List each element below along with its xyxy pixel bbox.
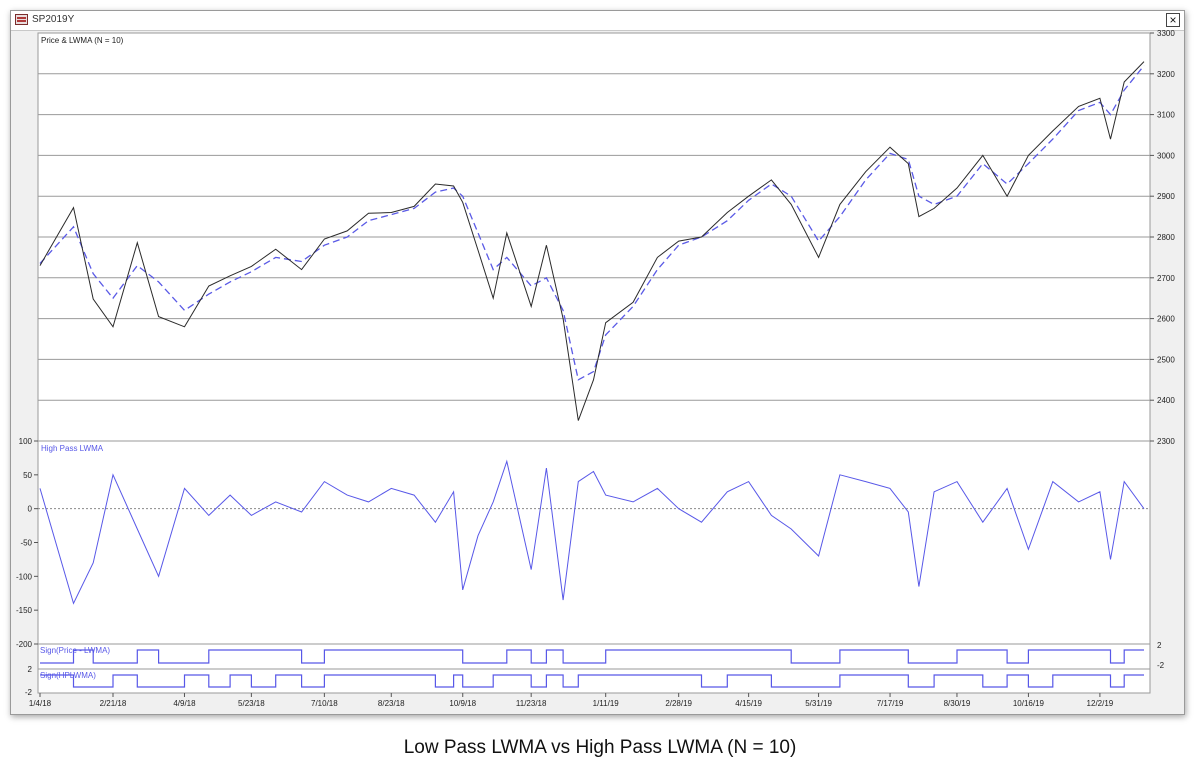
y-tick-label-left: 50	[23, 471, 32, 480]
app-icon	[15, 14, 28, 25]
x-tick-label: 10/9/18	[449, 699, 476, 708]
x-tick-label: 5/23/18	[238, 699, 265, 708]
y-tick-label-left: -50	[20, 539, 32, 548]
sign-price-lwma-step-line	[40, 649, 1144, 664]
y-tick-label-right: 2900	[1157, 192, 1175, 201]
window-title: SP2019Y	[32, 14, 75, 25]
sign-hplwma-step-line	[40, 674, 1144, 688]
x-tick-label: 11/23/18	[516, 699, 547, 708]
x-tick-label: 2/28/19	[665, 699, 692, 708]
y-tick-label-right: 3300	[1157, 29, 1175, 38]
x-tick-label: 4/15/19	[735, 699, 762, 708]
x-tick-label: 2/21/18	[100, 699, 127, 708]
close-button[interactable]: ×	[1166, 13, 1180, 27]
y-tick-label-right: 2400	[1157, 396, 1175, 405]
x-tick-label: 8/30/19	[944, 699, 971, 708]
x-tick-label: 1/4/18	[29, 699, 52, 708]
panel-title-price: Price & LWMA (N = 10)	[41, 36, 124, 45]
y-tick-label-right: 2	[1157, 641, 1162, 650]
panel-title-highpass: High Pass LWMA	[41, 444, 104, 453]
y-tick-label-left: -100	[16, 572, 33, 581]
y-tick-label-right: 2800	[1157, 233, 1175, 242]
lwma-series-line	[39, 65, 1145, 381]
y-tick-label-right: 2300	[1157, 437, 1175, 446]
x-tick-label: 4/9/18	[173, 699, 196, 708]
y-tick-label-left: -2	[25, 688, 33, 697]
x-tick-label: 10/16/19	[1013, 699, 1045, 708]
y-tick-label-right: 3100	[1157, 111, 1175, 120]
x-tick-label: 5/31/19	[805, 699, 832, 708]
y-tick-label-left: -200	[16, 640, 33, 649]
x-tick-label: 8/23/18	[378, 699, 405, 708]
y-tick-label-left: 100	[19, 437, 33, 446]
y-tick-label-right: 3000	[1157, 151, 1175, 160]
y-tick-label-left: -150	[16, 606, 33, 615]
figure-caption: Low Pass LWMA vs High Pass LWMA (N = 10)	[403, 737, 797, 758]
x-tick-label: 12/2/19	[1087, 699, 1114, 708]
x-tick-label: 1/11/19	[593, 699, 620, 708]
x-tick-label: 7/10/18	[311, 699, 338, 708]
plot-area-background	[37, 32, 1151, 694]
x-tick-label: 7/17/19	[877, 699, 904, 708]
y-tick-label-right: 3200	[1157, 70, 1175, 79]
highpass-series-line	[39, 459, 1145, 605]
y-tick-label-left: 0	[28, 505, 33, 514]
y-tick-label-right: 2500	[1157, 355, 1175, 364]
y-tick-label-right: -2	[1157, 661, 1165, 670]
price-series-line	[39, 61, 1145, 421]
y-tick-label-right: 2600	[1157, 315, 1175, 324]
y-tick-label-left: 2	[28, 665, 33, 674]
title-bar: SP2019Y ×	[11, 11, 1184, 31]
y-tick-label-right: 2700	[1157, 274, 1175, 283]
